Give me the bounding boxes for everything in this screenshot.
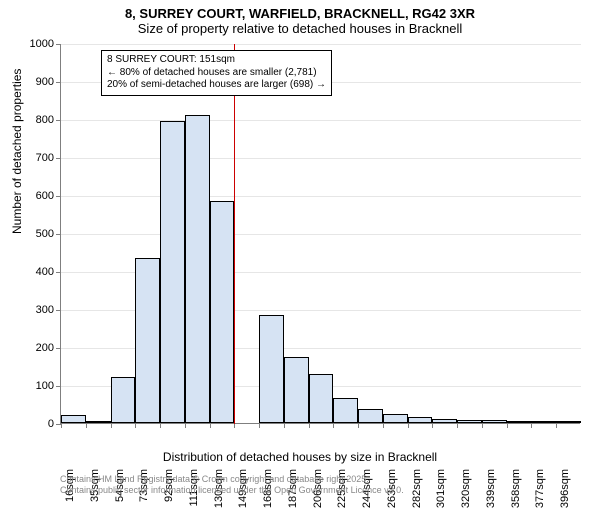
gridline xyxy=(61,120,581,121)
y-tick-label: 600 xyxy=(14,190,54,202)
x-tick-mark xyxy=(457,423,458,428)
title-line-1: 8, SURREY COURT, WARFIELD, BRACKNELL, RG… xyxy=(0,0,600,21)
histogram-bar xyxy=(333,398,358,423)
histogram-bar xyxy=(432,419,457,423)
histogram-bar xyxy=(284,357,309,424)
x-tick-mark xyxy=(111,423,112,428)
marker-line xyxy=(234,44,235,424)
gridline xyxy=(61,44,581,45)
x-tick-label: 358sqm xyxy=(510,469,522,519)
y-tick-label: 100 xyxy=(14,380,54,392)
x-tick-mark xyxy=(333,423,334,428)
y-tick-label: 400 xyxy=(14,266,54,278)
y-tick-label: 0 xyxy=(14,418,54,430)
histogram-bar xyxy=(185,115,210,423)
annotation-line-3: 20% of semi-detached houses are larger (… xyxy=(107,79,326,92)
x-tick-mark xyxy=(185,423,186,428)
histogram-bar xyxy=(358,409,383,423)
y-tick-mark xyxy=(56,310,61,311)
y-tick-mark xyxy=(56,82,61,83)
y-tick-label: 500 xyxy=(14,228,54,240)
x-axis-label: Distribution of detached houses by size … xyxy=(0,450,600,464)
y-tick-label: 200 xyxy=(14,342,54,354)
plot-area: 16sqm35sqm54sqm73sqm92sqm111sqm130sqm149… xyxy=(60,44,580,424)
histogram-bar xyxy=(61,415,86,423)
y-tick-mark xyxy=(56,386,61,387)
x-tick-label: 339sqm xyxy=(485,469,497,519)
y-tick-mark xyxy=(56,196,61,197)
y-tick-mark xyxy=(56,158,61,159)
histogram-bar xyxy=(111,377,136,423)
histogram-bar xyxy=(86,421,111,423)
histogram-bar xyxy=(309,374,334,423)
footnote: Contains HM Land Registry data © Crown c… xyxy=(60,474,404,496)
y-tick-label: 300 xyxy=(14,304,54,316)
y-tick-label: 1000 xyxy=(14,38,54,50)
x-tick-label: 301sqm xyxy=(435,469,447,519)
annotation-line-1: 8 SURREY COURT: 151sqm xyxy=(107,54,326,67)
x-tick-mark xyxy=(531,423,532,428)
histogram-bar xyxy=(135,258,160,423)
histogram-bar xyxy=(383,414,408,424)
x-tick-mark xyxy=(135,423,136,428)
histogram-bar xyxy=(556,421,581,423)
x-tick-mark xyxy=(259,423,260,428)
y-tick-mark xyxy=(56,120,61,121)
x-tick-label: 377sqm xyxy=(534,469,546,519)
y-tick-label: 700 xyxy=(14,152,54,164)
footnote-line-2: Contains public sector information licen… xyxy=(60,485,404,496)
y-tick-label: 900 xyxy=(14,76,54,88)
x-tick-mark xyxy=(507,423,508,428)
x-tick-mark xyxy=(383,423,384,428)
footnote-line-1: Contains HM Land Registry data © Crown c… xyxy=(60,474,404,485)
histogram-bar xyxy=(210,201,235,423)
x-tick-mark xyxy=(358,423,359,428)
histogram-bar xyxy=(531,421,556,423)
chart-container: 8, SURREY COURT, WARFIELD, BRACKNELL, RG… xyxy=(0,0,600,500)
x-tick-mark xyxy=(284,423,285,428)
histogram-bar xyxy=(457,420,482,423)
x-tick-mark xyxy=(86,423,87,428)
x-tick-mark xyxy=(309,423,310,428)
y-tick-mark xyxy=(56,348,61,349)
title-line-2: Size of property relative to detached ho… xyxy=(0,21,600,40)
x-tick-label: 320sqm xyxy=(460,469,472,519)
histogram-bar xyxy=(507,421,532,423)
histogram-bar xyxy=(259,315,284,423)
annotation-line-2: ← 80% of detached houses are smaller (2,… xyxy=(107,67,326,80)
histogram-bar xyxy=(160,121,185,423)
annotation-box: 8 SURREY COURT: 151sqm← 80% of detached … xyxy=(101,50,332,96)
x-tick-mark xyxy=(556,423,557,428)
histogram-bar xyxy=(408,417,433,423)
x-tick-mark xyxy=(210,423,211,428)
x-tick-label: 396sqm xyxy=(559,469,571,519)
gridline xyxy=(61,196,581,197)
plot-wrap: 16sqm35sqm54sqm73sqm92sqm111sqm130sqm149… xyxy=(60,44,580,424)
gridline xyxy=(61,158,581,159)
y-tick-label: 800 xyxy=(14,114,54,126)
x-tick-mark xyxy=(482,423,483,428)
x-tick-mark xyxy=(160,423,161,428)
histogram-bar xyxy=(482,420,507,423)
x-tick-mark xyxy=(408,423,409,428)
x-tick-label: 282sqm xyxy=(411,469,423,519)
y-tick-mark xyxy=(56,234,61,235)
y-tick-mark xyxy=(56,272,61,273)
gridline xyxy=(61,234,581,235)
y-tick-mark xyxy=(56,44,61,45)
x-tick-mark xyxy=(432,423,433,428)
x-tick-mark xyxy=(61,423,62,428)
